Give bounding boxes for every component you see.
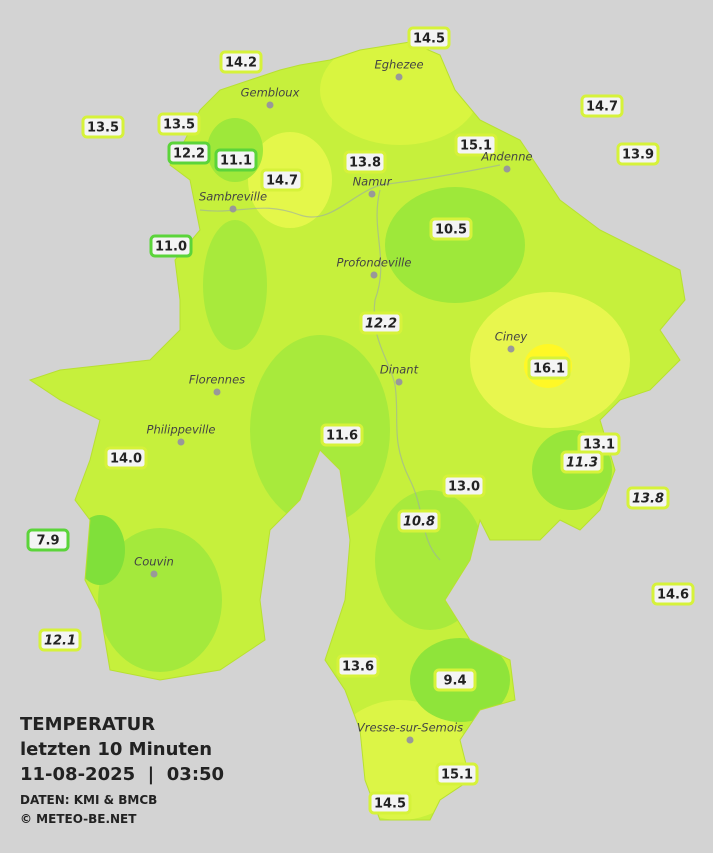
town-dot [229, 205, 237, 213]
station-box [527, 356, 571, 380]
station-box [343, 150, 387, 174]
warm-area [320, 42, 480, 145]
town-name: Florennes [189, 373, 245, 387]
town-name: Ciney [495, 330, 528, 344]
town-name: Vresse-sur-Semois [357, 721, 463, 735]
title: TEMPERATUR [20, 714, 155, 735]
copyright: © METEO-BE.NET [20, 812, 137, 826]
station-value: 13.9 [622, 148, 654, 163]
station-box [157, 112, 201, 136]
station-value: 11.3 [566, 456, 598, 471]
station-box [407, 26, 451, 50]
station-value: 12.2 [365, 317, 397, 332]
station-value: 15.1 [460, 139, 492, 154]
station-box [214, 148, 258, 172]
river [199, 164, 501, 561]
station-box [560, 450, 604, 474]
station-value: 13.8 [349, 156, 381, 171]
station-value: 14.7 [586, 100, 618, 115]
town-dot [213, 388, 221, 396]
station-box [433, 668, 477, 692]
station-box [616, 142, 660, 166]
town-name: Dinant [380, 363, 419, 377]
station-box [26, 528, 70, 552]
station-value: 13.8 [632, 492, 664, 507]
station-value: 13.6 [342, 660, 374, 675]
town-dot [177, 438, 185, 446]
station-box [104, 446, 148, 470]
station-box [626, 486, 670, 510]
station-value: 15.1 [441, 768, 473, 783]
station-value: 13.5 [163, 118, 195, 133]
station-value: 14.5 [413, 32, 445, 47]
station-box [397, 509, 441, 533]
town-dot [406, 736, 414, 744]
station-box [454, 133, 498, 157]
subtitle: letzten 10 Minuten [20, 739, 212, 760]
town-dot [395, 73, 403, 81]
station-value: 9.4 [443, 674, 466, 689]
legend-block: TEMPERATUR letzten 10 Minuten 11-08-2025… [20, 714, 224, 826]
station-value: 13.0 [448, 480, 480, 495]
town-name: Andenne [480, 150, 532, 164]
station-box [580, 94, 624, 118]
station-box [81, 115, 125, 139]
town-dot [150, 570, 158, 578]
town-name: Eghezee [374, 58, 423, 72]
station-box [336, 654, 380, 678]
station-value: 14.0 [110, 452, 142, 467]
town-name: Namur [353, 175, 393, 189]
station-value: 16.1 [533, 362, 565, 377]
station-value: 11.0 [155, 240, 187, 255]
town-dot [368, 190, 376, 198]
station-box [320, 423, 364, 447]
town-name: Couvin [134, 555, 174, 569]
station-value: 14.6 [657, 588, 689, 603]
town-dot [266, 101, 274, 109]
station-box [429, 217, 473, 241]
station-value: 12.2 [173, 147, 205, 162]
station-box [651, 582, 695, 606]
station-box [435, 762, 479, 786]
station-box [38, 628, 82, 652]
town-dot [503, 165, 511, 173]
station-box [149, 234, 193, 258]
cool-area [98, 528, 222, 672]
station-box [442, 474, 486, 498]
cool-area [385, 187, 525, 303]
station-value: 13.5 [87, 121, 119, 136]
station-value: 7.9 [36, 534, 59, 549]
town-name: Philippeville [147, 423, 216, 437]
station-value: 10.8 [403, 515, 435, 530]
town-dot [395, 378, 403, 386]
town-name: Sambreville [199, 190, 267, 204]
source: DATEN: KMI & BMCB [20, 793, 157, 807]
station-box [359, 311, 403, 335]
station-box [368, 791, 412, 815]
station-value: 11.1 [220, 154, 252, 169]
cool-area [250, 335, 390, 525]
datetime: 11-08-2025 | 03:50 [20, 764, 224, 785]
station-value: 10.5 [435, 223, 467, 238]
station-value: 14.5 [374, 797, 406, 812]
town-dot [370, 271, 378, 279]
station-value: 12.1 [44, 634, 76, 649]
town-name: Gembloux [241, 86, 300, 100]
station-box [167, 141, 211, 165]
station-value: 14.2 [225, 56, 257, 71]
station-value: 11.6 [326, 429, 358, 444]
town-dot [507, 345, 515, 353]
station-box [260, 168, 304, 192]
town-name: Profondeville [337, 256, 412, 270]
cool-area [203, 220, 267, 350]
station-value: 14.7 [266, 174, 298, 189]
station-box [219, 50, 263, 74]
station-value: 13.1 [583, 438, 615, 453]
